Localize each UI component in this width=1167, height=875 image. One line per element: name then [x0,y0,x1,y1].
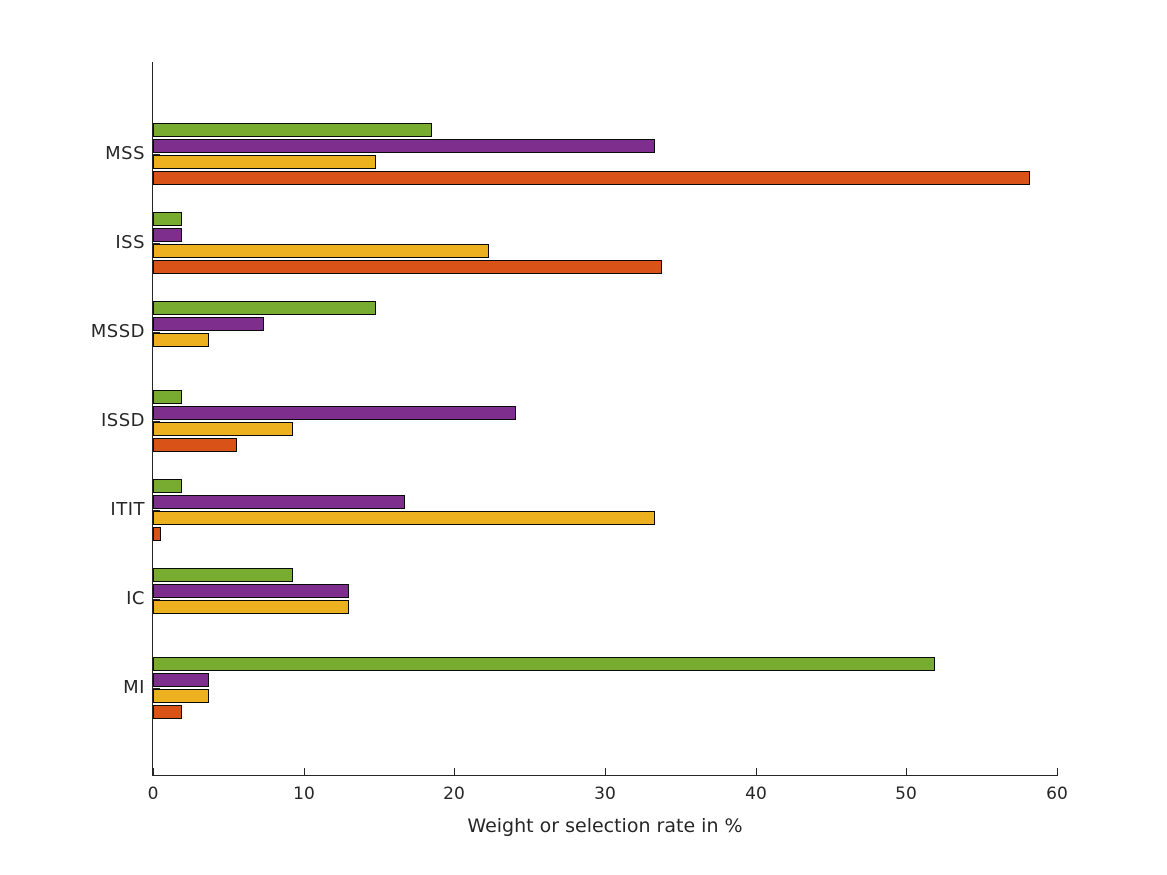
bar-iss-yellow [153,244,489,258]
bar-ic-green [153,568,293,582]
bar-mss-green [153,123,432,137]
bar-mi-green [153,657,935,671]
x-axis-tick-label: 20 [443,784,465,804]
y-axis-tick [153,243,160,244]
bar-mssd-green [153,301,376,315]
y-axis-tick [153,688,160,689]
bar-iss-purple [153,228,182,242]
category-label-iss: ISS [115,232,145,253]
bar-iss-orange [153,260,662,274]
y-axis-tick [153,154,160,155]
x-axis-tick [304,768,305,775]
x-axis-tick [906,768,907,775]
bar-itit-orange [153,527,161,541]
bar-mssd-purple [153,317,264,331]
x-axis-tick-label: 50 [895,784,917,804]
y-axis-tick [153,421,160,422]
category-label-ic: IC [126,588,145,609]
bar-mssd-yellow [153,333,209,347]
x-axis-line [152,775,1058,776]
x-axis-tick [153,768,154,775]
bar-ic-yellow [153,600,349,614]
bar-issd-yellow [153,422,293,436]
bar-mss-yellow [153,155,376,169]
bar-issd-purple [153,406,516,420]
x-axis-label: Weight or selection rate in % [467,815,743,837]
bar-mss-purple [153,139,655,153]
bar-mi-yellow [153,689,209,703]
plot-area [153,62,1058,775]
category-label-mss: MSS [105,143,145,164]
x-axis-tick [605,768,606,775]
category-label-itit: ITIT [110,499,145,520]
bar-itit-purple [153,495,405,509]
x-axis-tick-label: 40 [745,784,767,804]
bar-itit-yellow [153,511,655,525]
x-axis-tick-label: 10 [293,784,315,804]
bar-mi-orange [153,705,182,719]
y-axis-tick [153,510,160,511]
category-label-mssd: MSSD [90,321,145,342]
bar-ic-purple [153,584,349,598]
x-axis-tick [1057,768,1058,775]
category-label-issd: ISSD [100,410,145,431]
bar-issd-green [153,390,182,404]
bar-itit-green [153,479,182,493]
x-axis-tick [756,768,757,775]
bar-issd-orange [153,438,237,452]
bar-iss-green [153,212,182,226]
bar-mi-purple [153,673,209,687]
y-axis-line [152,62,153,776]
y-axis-tick [153,332,160,333]
x-axis-tick-label: 0 [147,784,159,804]
category-label-mi: MI [123,677,145,698]
x-axis-tick [454,768,455,775]
bar-mss-orange [153,171,1030,185]
x-axis-tick-label: 60 [1046,784,1068,804]
y-axis-tick [153,599,160,600]
x-axis-tick-label: 30 [594,784,616,804]
